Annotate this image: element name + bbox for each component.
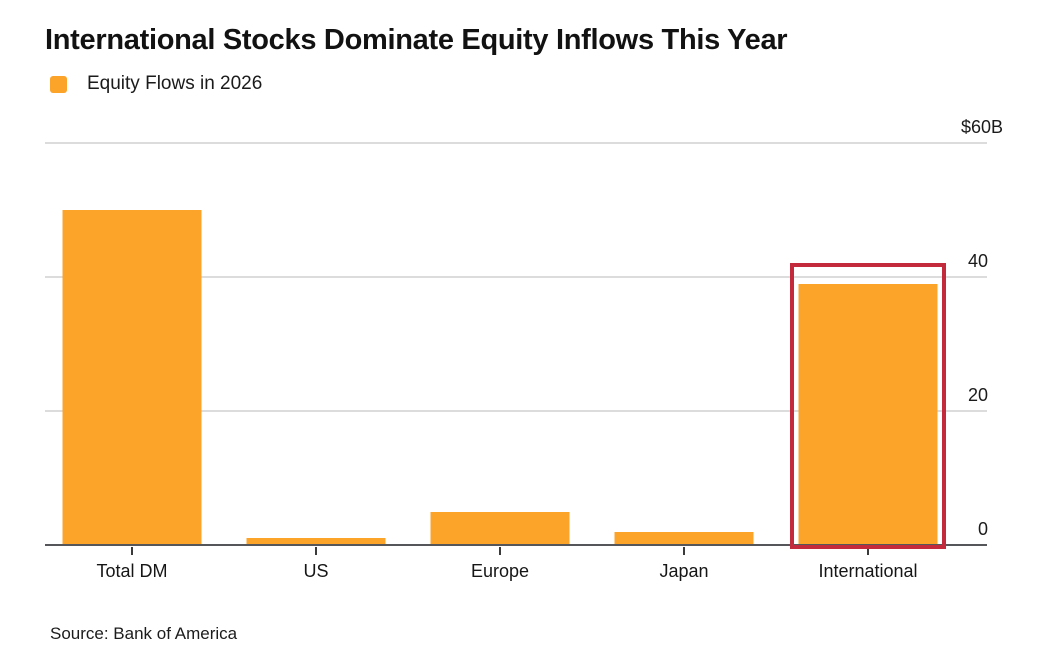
source-note: Source: Bank of America [50,624,238,643]
y-axis-label-60: $60B [960,117,1003,137]
bar-column-total-dm: Total DM [40,143,224,581]
category-label-total-dm: Total DM [96,561,168,581]
category-label-us: US [303,561,329,581]
x-axis-tick-total-dm [131,547,133,555]
y-axis-label-0: 0 [977,519,988,539]
bar-column-europe: Europe [408,143,592,581]
bar-total-dm [62,210,202,545]
legend-swatch-icon [50,75,67,93]
plot-area: $60B 40 20 0 Total DM US Europe Japan Internatio… [45,117,1003,581]
legend: Equity Flows in 2026 [50,73,262,95]
gridline-20 [45,410,987,412]
bar-japan [614,531,754,545]
gridline-40 [45,276,987,278]
highlight-box [790,262,946,549]
x-axis-tick-japan [683,547,685,555]
x-axis-tick-us [315,547,317,555]
x-axis-tick-international [867,547,869,555]
x-axis-line [45,544,987,546]
bar-column-international: International [776,143,960,581]
y-axis-label-20: 20 [967,385,988,405]
bar-international [798,283,938,545]
x-axis-tick-europe [499,547,501,555]
bar-column-japan: Japan [592,143,776,581]
chart-title: International Stocks Dominate Equity Inf… [45,24,788,56]
gridline-60 [45,142,987,144]
y-axis-label-40: 40 [967,251,988,271]
bar-us [246,538,386,545]
bar-column-us: US [224,143,408,581]
category-label-japan: Japan [659,561,709,581]
bar-europe [430,511,570,545]
bars-container: Total DM US Europe Japan International [40,143,960,581]
category-label-international: International [818,561,918,581]
category-label-europe: Europe [470,561,530,581]
legend-label: Equity Flows in 2026 [87,73,263,94]
